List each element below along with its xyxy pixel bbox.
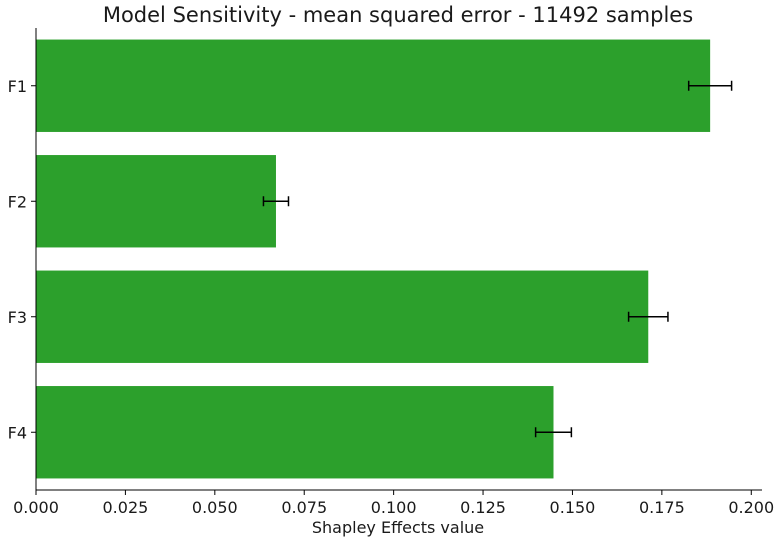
error-bars-layer xyxy=(262,80,733,438)
x-axis-label: Shapley Effects value xyxy=(312,518,484,537)
x-tick-label: 0.025 xyxy=(103,498,149,517)
y-tick-label-f4: F4 xyxy=(8,423,27,442)
x-tick-label: 0.125 xyxy=(460,498,506,517)
x-tick-label: 0.175 xyxy=(639,498,685,517)
bar-f1 xyxy=(36,39,711,132)
x-tick-label: 0.100 xyxy=(371,498,417,517)
bar-f3 xyxy=(36,270,649,363)
bar-f2 xyxy=(36,155,276,248)
y-tick-label-f2: F2 xyxy=(8,192,27,211)
x-tick-label: 0.150 xyxy=(550,498,596,517)
x-tick-label: 0.050 xyxy=(192,498,238,517)
bars-layer xyxy=(36,39,711,479)
y-ticks-layer: F1 F2 F3 F4 xyxy=(8,77,36,442)
chart-title: Model Sensitivity - mean squared error -… xyxy=(103,3,693,27)
x-tick-label: 0.000 xyxy=(13,498,59,517)
bar-f4 xyxy=(36,386,554,479)
x-tick-label: 0.075 xyxy=(281,498,327,517)
y-tick-label-f1: F1 xyxy=(8,77,27,96)
x-tick-label: 0.200 xyxy=(728,498,774,517)
y-tick-label-f3: F3 xyxy=(8,308,27,327)
x-ticks-layer: 0.000 0.025 0.050 0.075 0.100 0.125 0.150 0.175… xyxy=(13,490,774,517)
